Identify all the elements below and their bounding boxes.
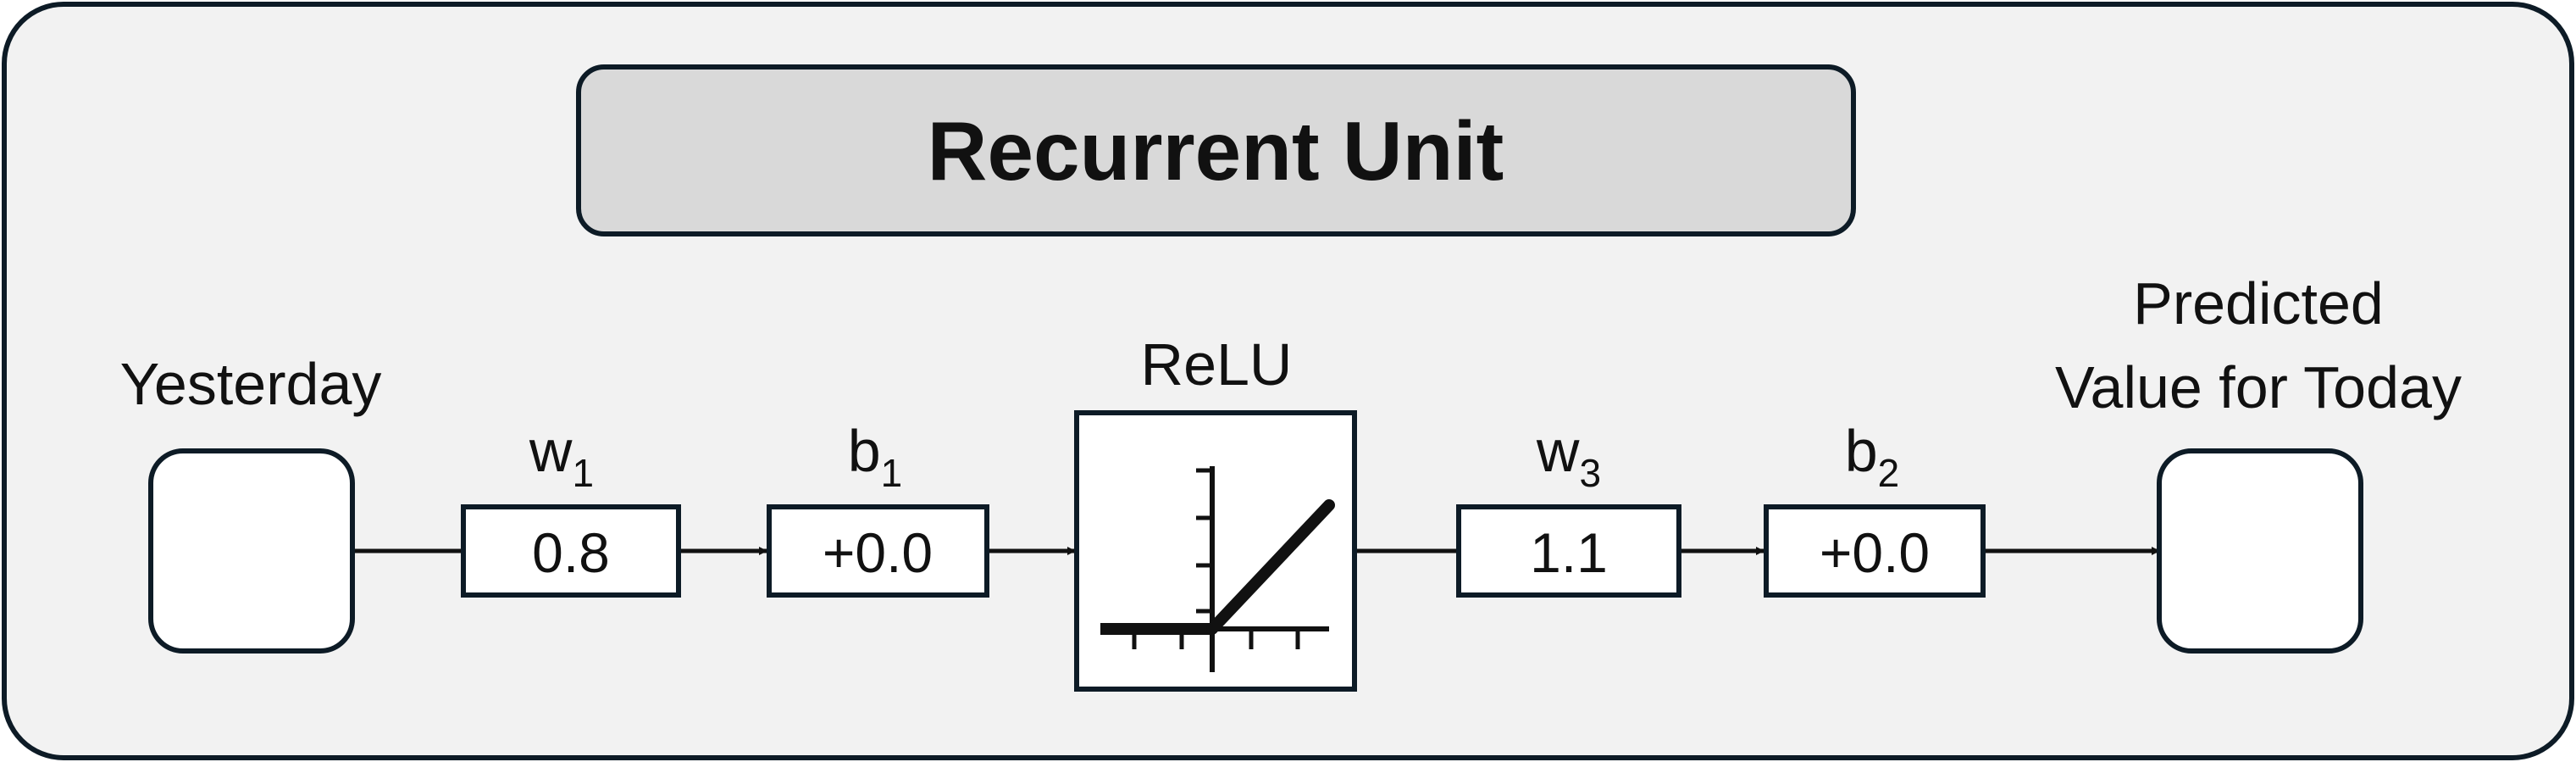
w3-subscript: 3 — [1579, 451, 1601, 495]
w1-label: w1 — [529, 418, 594, 495]
relu-box — [1074, 410, 1357, 692]
b1-label: b1 — [848, 418, 903, 495]
w3-value: 1.1 — [1530, 521, 1608, 584]
b2-letter: b — [1845, 418, 1878, 484]
input-node — [148, 448, 355, 654]
output-node — [2157, 448, 2363, 654]
diagram-title: Recurrent Unit — [928, 104, 1504, 197]
output-label-line2: Value for Today — [2055, 354, 2462, 420]
w3-box — [1456, 504, 1681, 598]
b1-value: +0.0 — [823, 521, 933, 584]
w1-value: 0.8 — [532, 521, 610, 584]
b2-box — [1764, 504, 1986, 598]
w3-letter: w — [1536, 418, 1580, 484]
b1-subscript: 1 — [881, 451, 903, 495]
output-label-line1: Predicted — [2133, 270, 2384, 337]
input-label: Yesterday — [120, 351, 382, 417]
w1-subscript: 1 — [572, 451, 594, 495]
title-box — [576, 64, 1856, 236]
relu-plot-icon — [1100, 466, 1335, 672]
b2-subscript: 2 — [1878, 451, 1900, 495]
w1-box — [461, 504, 681, 598]
b1-letter: b — [848, 418, 881, 484]
b2-value: +0.0 — [1820, 521, 1930, 584]
w1-letter: w — [529, 418, 573, 484]
w3-label: w3 — [1536, 418, 1601, 495]
b1-box — [767, 504, 989, 598]
relu-label: ReLU — [1141, 331, 1293, 398]
b2-label: b2 — [1845, 418, 1900, 495]
